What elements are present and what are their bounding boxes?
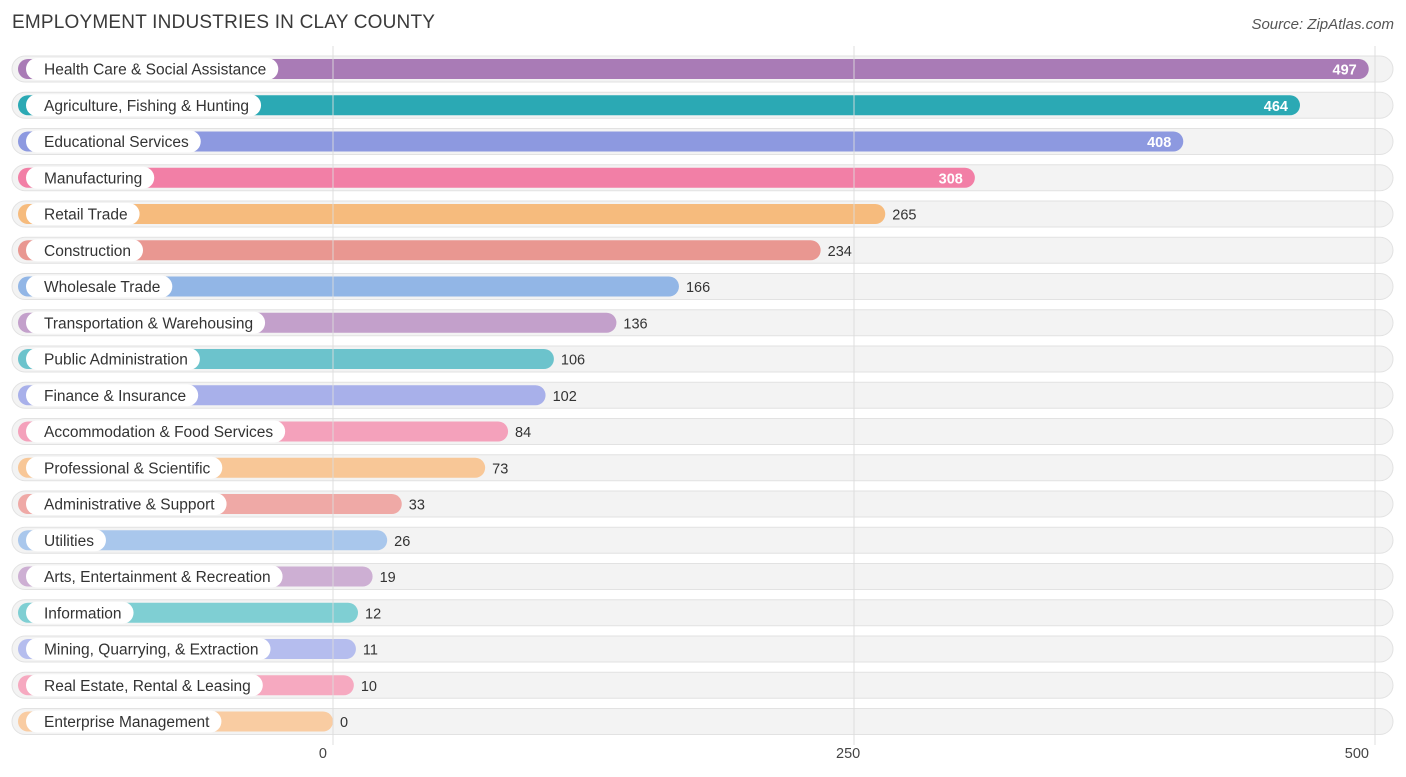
bar-row-enterprise-management: Enterprise Management 0 [11,708,1394,735]
bar-label-pill [26,348,200,370]
bar-label: Retail Trade [44,207,128,224]
bar-label-pill [26,94,262,117]
bar [18,530,388,551]
bar-value: 136 [623,316,647,332]
bar-row-transportation-warehousing: Transportation & Warehousing 136 [11,309,1394,337]
bar-label-pill [26,166,155,189]
bar-label-pill [26,420,286,443]
bar-value: 497 [1333,63,1357,79]
bar-label: Agriculture, Fishing & Hunting [44,98,249,115]
x-tick-label: 250 [836,746,860,762]
bar-label: Real Estate, Rental & Leasing [44,678,251,695]
bar-label: Public Administration [44,352,188,369]
bar-label: Arts, Entertainment & Recreation [44,569,271,586]
bar-label-pill [26,58,279,80]
bar-row-public-administration: Public Administration 106 [11,345,1394,373]
bar [18,240,821,261]
bar-row-health-care-social-assistance: Health Care & Social Assistance 497 [11,55,1394,83]
bar-label: Mining, Quarrying, & Extraction [44,642,259,659]
bar-label: Health Care & Social Assistance [44,62,266,79]
bar-label: Utilities [44,533,94,550]
bar-label: Administrative & Support [44,497,215,514]
bar-row-information: Information 12 [11,599,1394,627]
bar-label-pill [26,203,140,225]
bar-label-pill [26,565,283,588]
bar [18,276,679,297]
bar-value: 73 [492,461,508,477]
bar-value: 464 [1264,99,1288,115]
bar-row-professional-scientific: Professional & Scientific 73 [11,454,1394,482]
bar-label-pill [26,674,263,697]
chart-title: EMPLOYMENT INDUSTRIES IN CLAY COUNTY [12,12,436,33]
bar [18,204,886,224]
bar-row-mining-quarrying-extraction: Mining, Quarrying, & Extraction 11 [11,635,1394,663]
bar-value: 102 [553,389,577,405]
bar-value: 84 [515,425,531,441]
bar-value: 0 [340,715,348,731]
bar-row-finance-insurance: Finance & Insurance 102 [11,381,1394,409]
bar-row-educational-services: Educational Services 408 [11,128,1394,155]
bar-label-pill [26,493,227,515]
bar-label: Accommodation & Food Services [44,424,273,441]
bar-label-pill [26,311,266,334]
bar-label-pill [26,384,199,407]
bar-label: Educational Services [44,134,189,151]
bar [18,131,1184,152]
bar-row-wholesale-trade: Wholesale Trade 166 [11,273,1394,300]
bar-row-agriculture-fishing-hunting: Agriculture, Fishing & Hunting 464 [11,91,1394,119]
rows: Health Care & Social Assistance 497 Agricu… [11,55,1394,735]
bar-value: 265 [892,208,916,224]
bar-value: 166 [686,280,710,296]
bar-label: Information [44,605,122,622]
bar-label-pill [26,239,144,262]
x-tick-label: 0 [319,746,327,762]
x-tick-label: 500 [1345,746,1369,762]
chart-source: Source: ZipAtlas.com [1251,16,1394,33]
bar-row-arts-entertainment-recreation: Arts, Entertainment & Recreation 19 [11,563,1394,590]
bar-row-manufacturing: Manufacturing 308 [11,164,1394,192]
bar [18,59,1369,79]
bar [18,95,1300,116]
bar [18,167,975,188]
bar-row-retail-trade: Retail Trade 265 [11,200,1394,228]
bar-row-accommodation-food-services: Accommodation & Food Services 84 [11,418,1394,445]
bar-value: 33 [409,498,425,514]
bar-value: 408 [1147,135,1171,151]
bar-value: 308 [939,171,963,187]
bar-track [11,708,1394,735]
bar-label-pill [26,130,201,153]
bar-value: 10 [361,679,377,695]
bar-label: Manufacturing [44,170,142,187]
gridlines: 0 250 500 [319,46,1376,762]
bar-label-pill [26,710,222,733]
bar-label-pill [26,456,223,479]
bar-row-construction: Construction 234 [11,236,1394,264]
bar-label: Wholesale Trade [44,279,160,296]
bar-value: 12 [365,606,381,622]
bar-label: Transportation & Warehousing [44,315,253,332]
bar-label-pill [26,638,271,660]
bar-label-pill [26,601,134,624]
bar-value: 234 [828,244,852,260]
bar-label: Professional & Scientific [44,460,211,477]
bar-label: Construction [44,243,131,260]
bar-track [11,671,1394,699]
bar-value: 26 [394,534,410,550]
bar-value: 11 [363,643,378,659]
bar-label: Enterprise Management [44,714,210,731]
bar-row-real-estate-rental-leasing: Real Estate, Rental & Leasing 10 [11,671,1394,699]
bar-label: Finance & Insurance [44,388,186,405]
bar-label-pill [26,529,106,552]
bar-row-administrative-support: Administrative & Support 33 [11,490,1394,518]
bar-value: 19 [380,570,396,586]
bar-row-utilities: Utilities 26 [11,526,1394,554]
bar-value: 106 [561,353,585,369]
bar-label-pill [26,275,173,298]
bar-track [11,635,1394,663]
bar-track [11,599,1394,627]
